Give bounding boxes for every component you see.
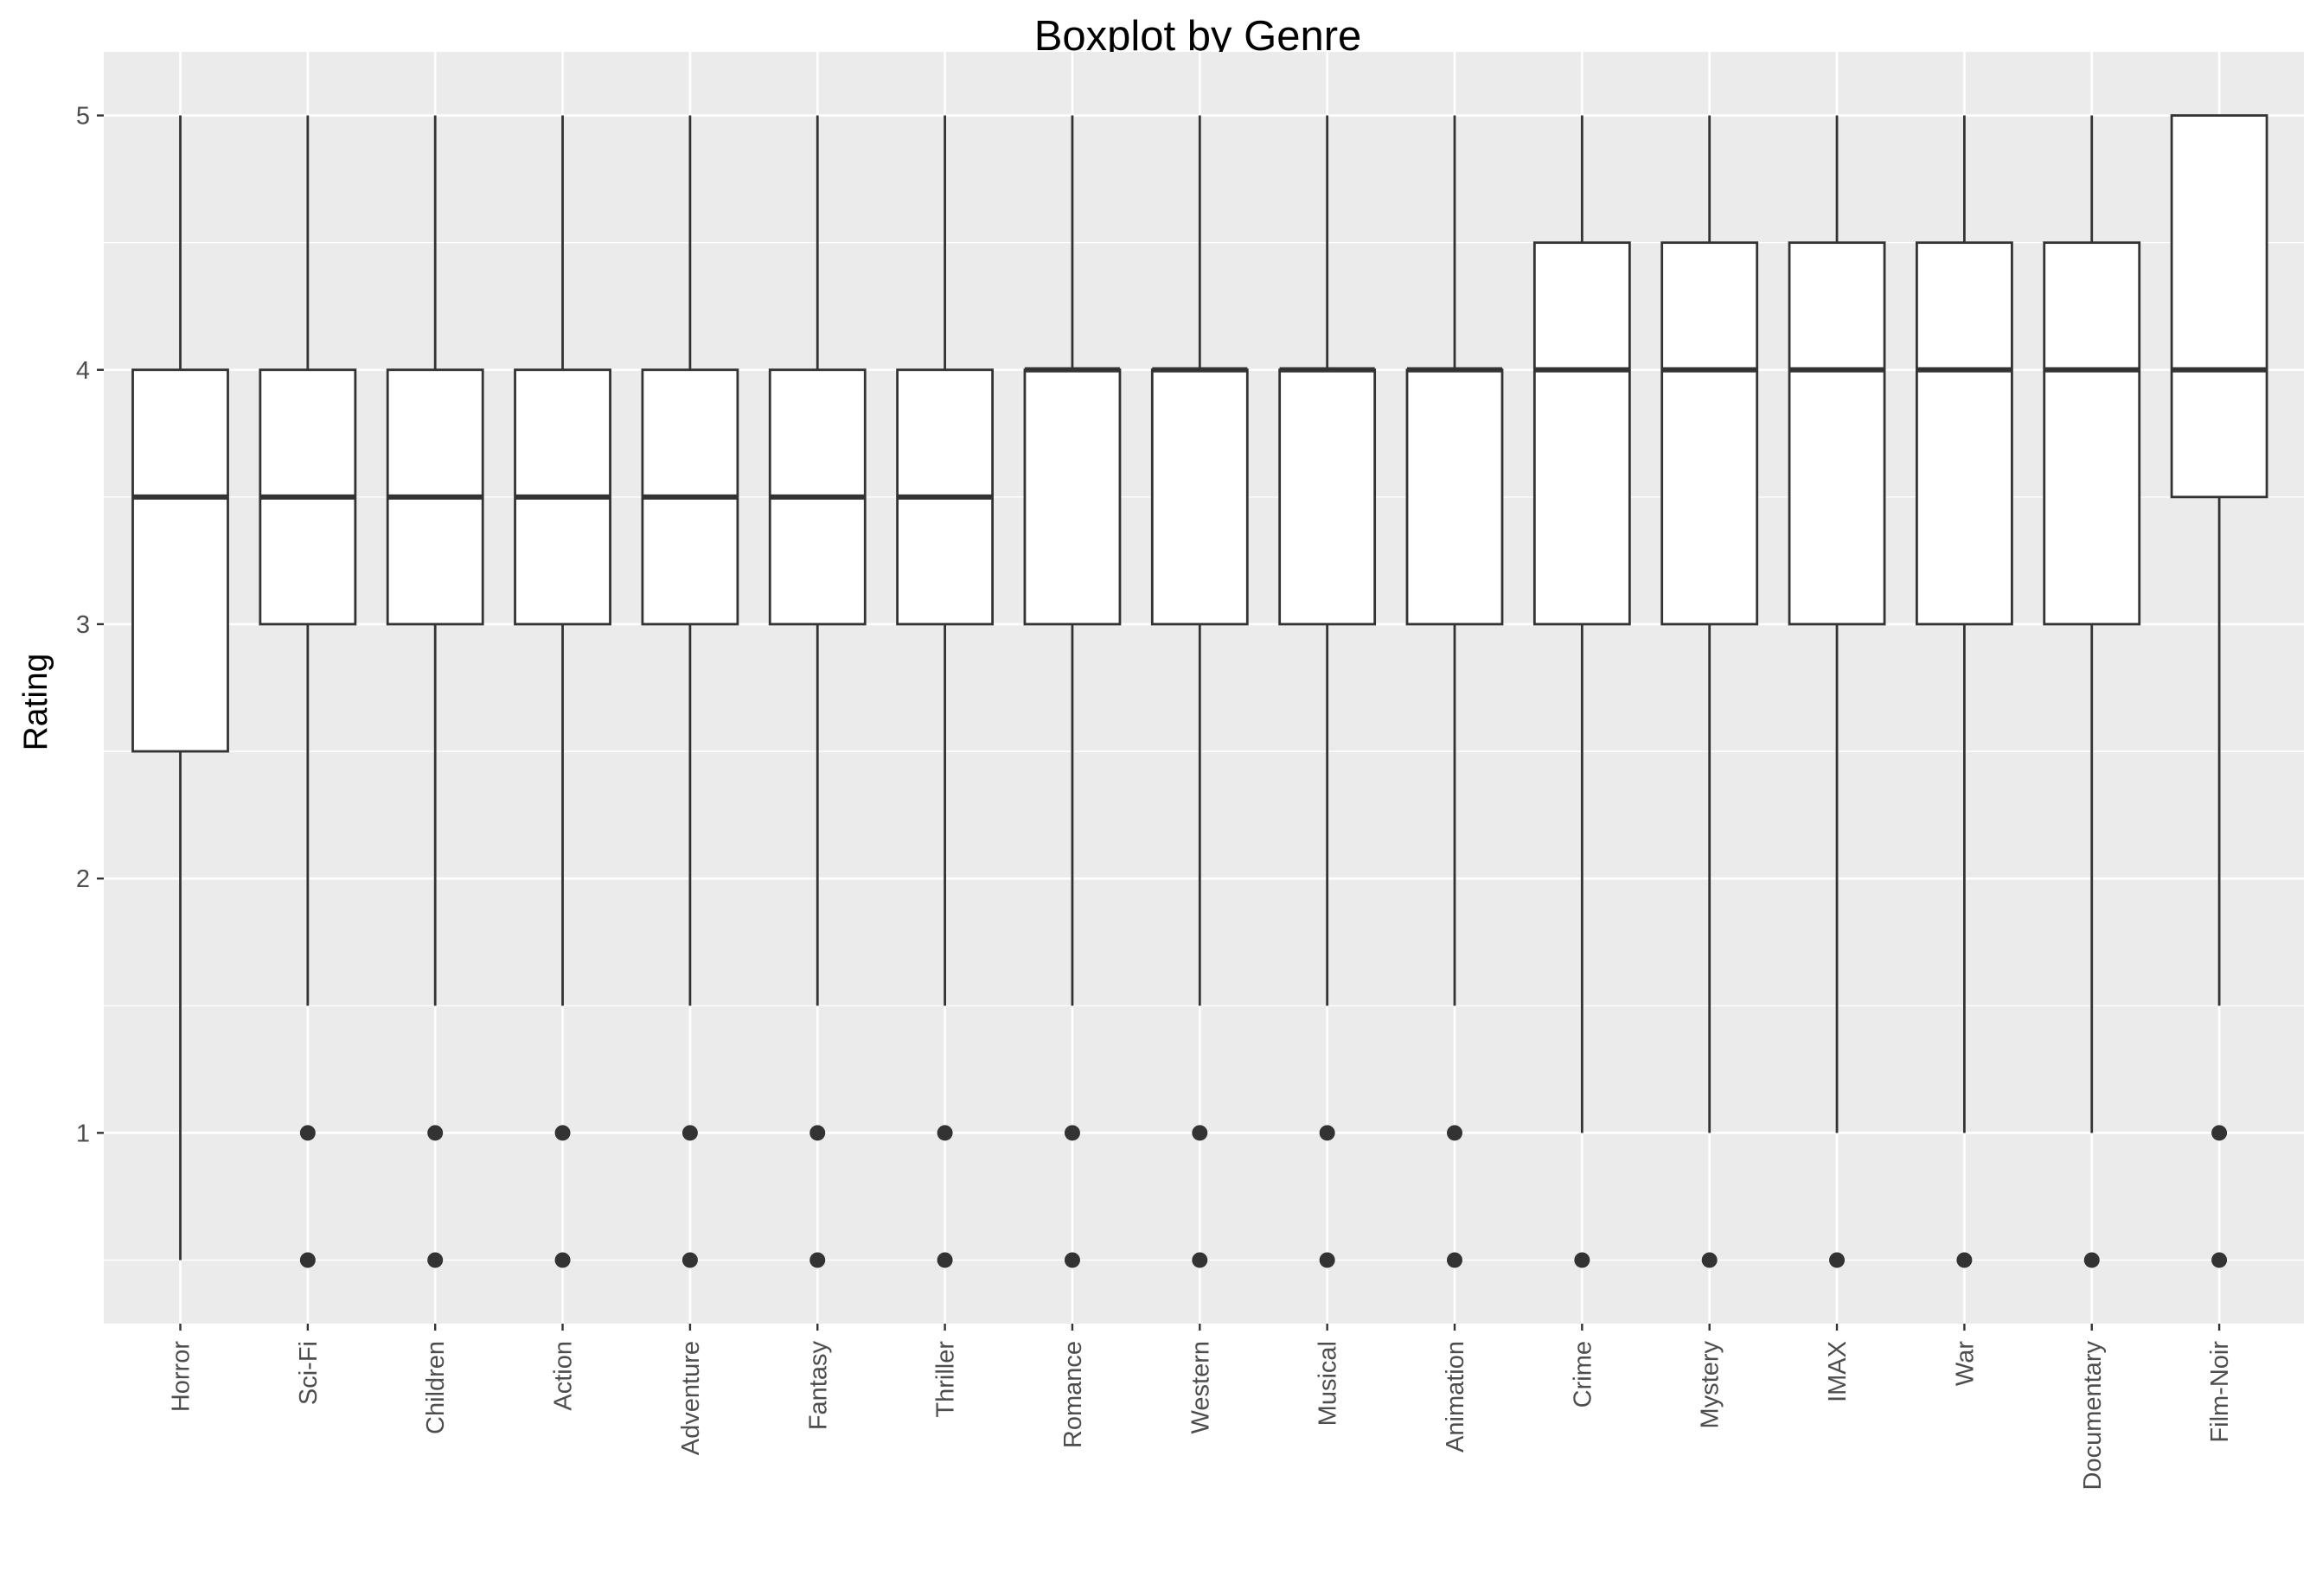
outlier-point [1319, 1125, 1335, 1141]
box-group [768, 115, 867, 1268]
outlier-point [1574, 1252, 1590, 1268]
box-iqr [1660, 241, 1759, 626]
x-tick-label: War [1951, 1341, 1979, 1386]
x-tick-label: Thriller [932, 1341, 960, 1418]
box-iqr [1915, 241, 2013, 626]
box-group [641, 115, 739, 1268]
x-tick-label: Documentary [2079, 1341, 2107, 1491]
outlier-point [681, 1252, 698, 1268]
outlier-point [2211, 1252, 2228, 1268]
y-tick-label: 1 [76, 1120, 90, 1147]
box-iqr [131, 368, 229, 753]
box-iqr [2170, 114, 2268, 499]
outlier-point [2211, 1125, 2228, 1141]
box-group [2170, 114, 2268, 1268]
outlier-point [681, 1125, 698, 1141]
x-tick-label: Action [550, 1341, 578, 1411]
box-iqr [1405, 368, 1504, 626]
outlier-point [1192, 1125, 1208, 1141]
y-axis-label: Rating [17, 654, 54, 751]
box-iqr [2043, 241, 2141, 626]
outlier-point [427, 1252, 444, 1268]
x-tick-label: Animation [1442, 1341, 1469, 1452]
box-group [1660, 115, 1759, 1268]
x-tick-label: Romance [1059, 1341, 1087, 1448]
box-iqr [1278, 368, 1377, 626]
outlier-point [1192, 1252, 1208, 1268]
x-tick-label: Mystery [1697, 1341, 1724, 1429]
box-group [386, 115, 484, 1268]
x-tick-label: Sci-Fi [295, 1341, 323, 1405]
box-group [1023, 115, 1122, 1268]
y-tick-label: 3 [76, 611, 90, 639]
outlier-point [2083, 1252, 2100, 1268]
outlier-point [809, 1125, 826, 1141]
box-group [2043, 115, 2141, 1268]
x-tick-label: IMAX [1824, 1341, 1852, 1402]
box-iqr [1532, 241, 1631, 626]
box-group [1788, 115, 1886, 1268]
outlier-point [937, 1252, 953, 1268]
outlier-point [937, 1125, 953, 1141]
box-group [1915, 115, 2013, 1268]
x-tick-label: Film-Noir [2206, 1341, 2234, 1443]
box-iqr [1023, 368, 1122, 626]
outlier-point [1064, 1125, 1080, 1141]
x-tick-label: Crime [1569, 1341, 1596, 1408]
outlier-point [1829, 1252, 1846, 1268]
x-tick-label: Western [1187, 1341, 1214, 1433]
box-group [1532, 115, 1631, 1268]
y-tick-label: 2 [76, 865, 90, 893]
outlier-point [427, 1125, 444, 1141]
outlier-point [809, 1252, 826, 1268]
y-tick-label: 5 [76, 103, 90, 131]
outlier-point [1701, 1252, 1718, 1268]
box-group [514, 115, 611, 1268]
outlier-point [1319, 1252, 1335, 1268]
outlier-point [299, 1252, 316, 1268]
box-iqr [1788, 241, 1886, 626]
outlier-point [1956, 1252, 1973, 1268]
box-group [896, 115, 994, 1268]
outlier-point [1064, 1252, 1080, 1268]
x-tick-label: Fantasy [804, 1341, 832, 1431]
box-group [1405, 115, 1504, 1268]
outlier-point [554, 1125, 571, 1141]
box-group [1150, 115, 1249, 1268]
x-tick-label: Children [422, 1341, 450, 1434]
x-tick-label: Adventure [677, 1341, 705, 1455]
x-tick-label: Musical [1315, 1341, 1342, 1426]
outlier-point [1447, 1125, 1462, 1141]
box-iqr [1150, 368, 1249, 626]
box-group [1278, 115, 1377, 1268]
x-tick-label: Horror [168, 1341, 195, 1413]
outlier-point [1447, 1252, 1462, 1268]
box-group [259, 115, 357, 1268]
box-group [131, 115, 229, 1261]
y-tick-label: 4 [76, 357, 90, 385]
outlier-point [299, 1125, 316, 1141]
outlier-point [554, 1252, 571, 1268]
plot-area: 1 2 3 4 5 Horror Sci-Fi Children Action Adventure… [76, 52, 2304, 1490]
